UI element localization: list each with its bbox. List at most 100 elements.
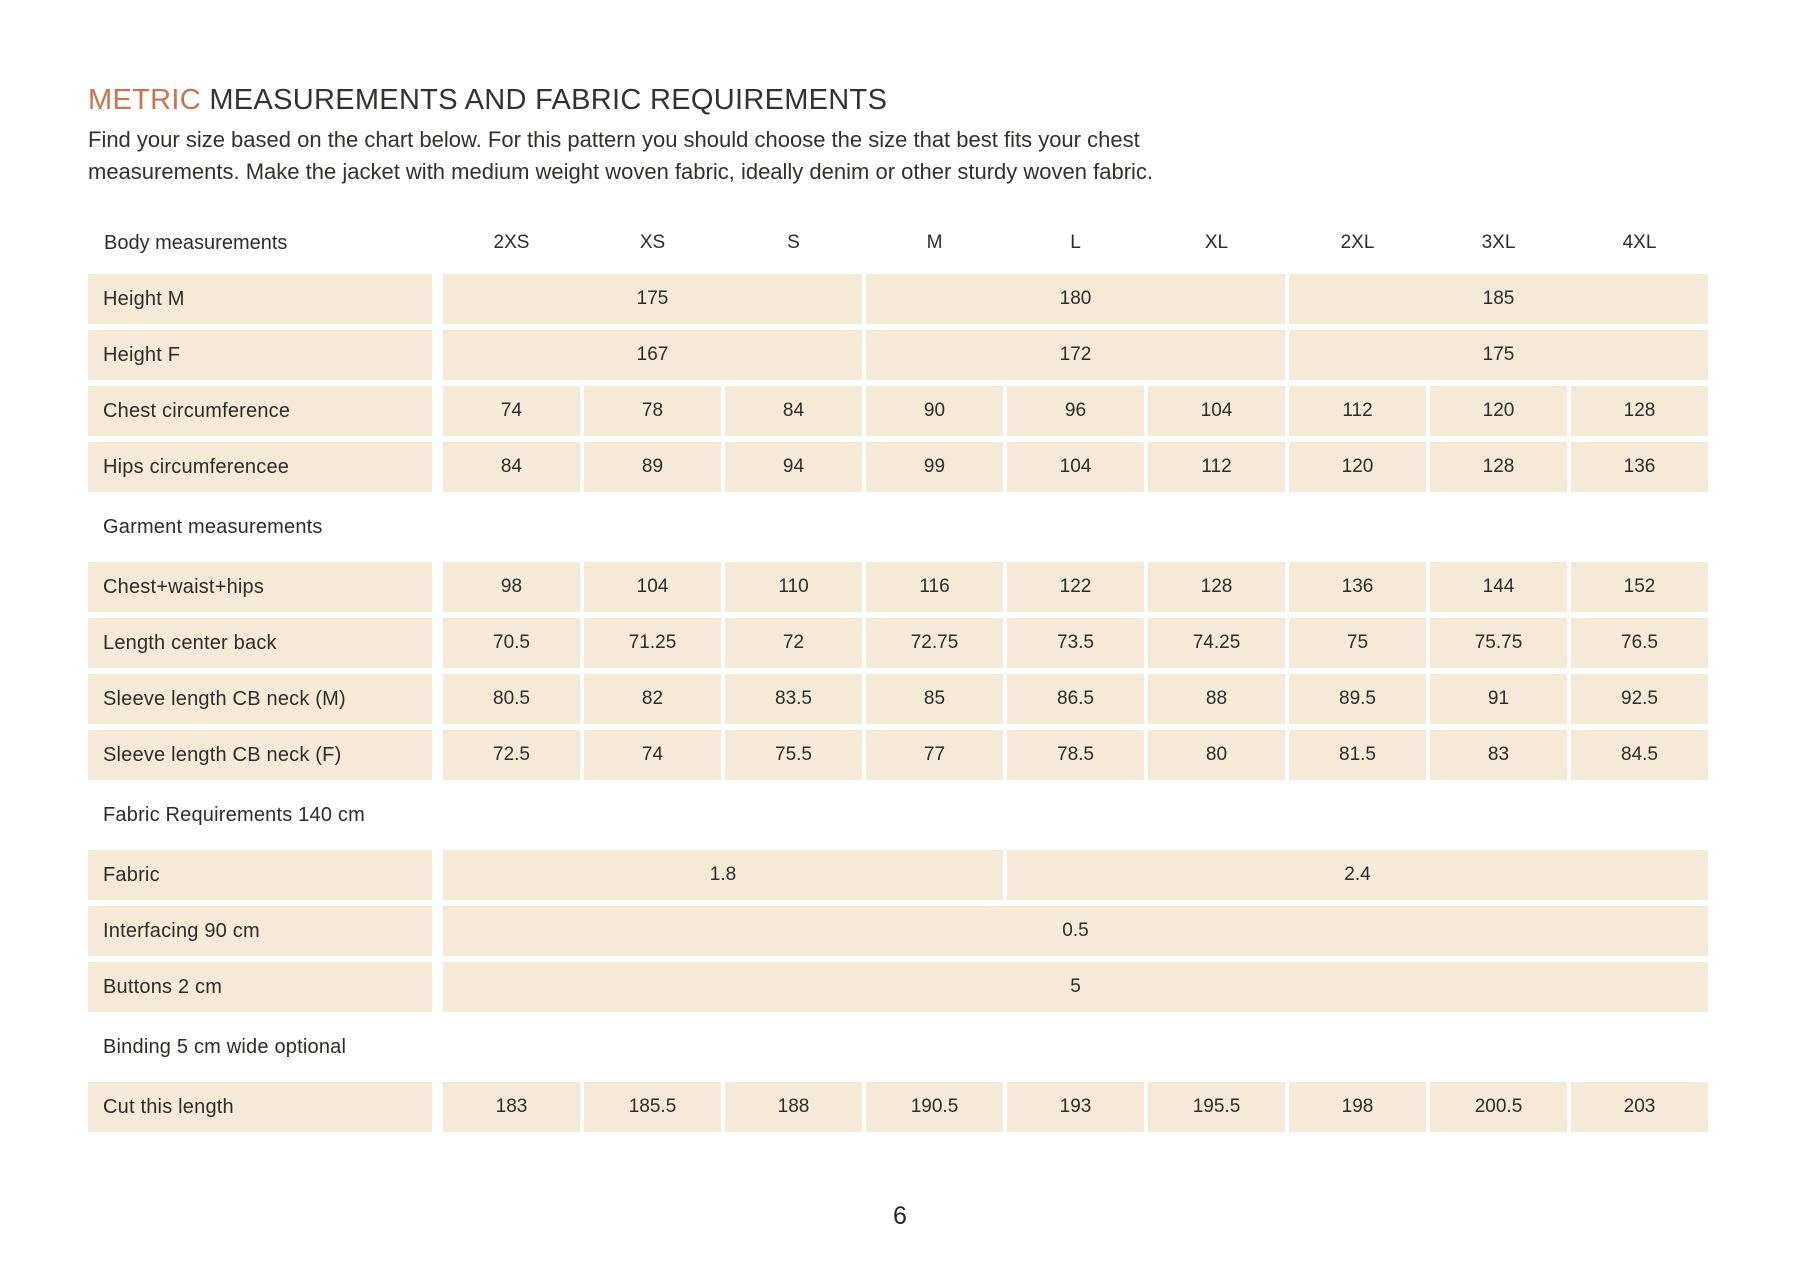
- value-cell: 85: [866, 674, 1003, 724]
- value-cell: 90: [866, 386, 1003, 436]
- size-column-header: M: [926, 232, 943, 253]
- page-content: METRIC MEASUREMENTS AND FABRIC REQUIREME…: [88, 85, 1710, 1132]
- size-column-header: L: [1070, 232, 1081, 253]
- value-cell: 75.75: [1430, 618, 1567, 668]
- page-title-rest: MEASUREMENTS AND FABRIC REQUIREMENTS: [200, 84, 888, 116]
- value-cell: 83: [1430, 730, 1567, 780]
- value-cell: 185.5: [584, 1082, 721, 1132]
- table-row: Height M 175 180 185: [88, 274, 1710, 324]
- value-cell: 183: [443, 1082, 580, 1132]
- value-cell: 190.5: [866, 1082, 1003, 1132]
- value-cell: 96: [1007, 386, 1144, 436]
- value-cell: 89.5: [1289, 674, 1426, 724]
- value-cell: 203: [1571, 1082, 1708, 1132]
- value-cell: 75.5: [725, 730, 862, 780]
- row-label: Fabric: [88, 850, 432, 900]
- value-cell: 88: [1148, 674, 1285, 724]
- size-column-header: 2XS: [493, 232, 530, 253]
- size-column-header: XS: [639, 232, 666, 253]
- value-cell: 144: [1430, 562, 1567, 612]
- table-row: Length center back 70.5 71.25 72 72.75 73.5 74…: [88, 618, 1710, 668]
- row-label: Buttons 2 cm: [88, 962, 432, 1012]
- page-number: 6: [893, 1202, 907, 1230]
- value-cell: 175: [1289, 330, 1708, 380]
- value-cell: 200.5: [1430, 1082, 1567, 1132]
- size-column-header: XL: [1204, 232, 1229, 253]
- table-row: Fabric 1.8 2.4: [88, 850, 1710, 900]
- value-cell: 172: [866, 330, 1285, 380]
- value-cell: 198: [1289, 1082, 1426, 1132]
- page-title-accent: METRIC: [88, 84, 201, 116]
- table-row: Sleeve length CB neck (F) 72.5 74 75.5 77 78.…: [88, 730, 1710, 780]
- value-cell: 72.5: [443, 730, 580, 780]
- row-label: Chest circumference: [88, 386, 432, 436]
- table-row: Chest circumference 74 78 84 90 96 104 112 120 12…: [88, 386, 1710, 436]
- row-label: Height F: [88, 330, 432, 380]
- value-cell: 128: [1571, 386, 1708, 436]
- value-cell: 84: [725, 386, 862, 436]
- value-cell: 84.5: [1571, 730, 1708, 780]
- value-cell: 76.5: [1571, 618, 1708, 668]
- size-column-header: 2XL: [1340, 232, 1375, 253]
- intro-paragraph: Find your size based on the chart below.…: [88, 124, 1710, 188]
- value-cell: 84: [443, 442, 580, 492]
- value-cell: 72.75: [866, 618, 1003, 668]
- table-row: Sleeve length CB neck (M) 80.5 82 83.5 85 86.…: [88, 674, 1710, 724]
- value-cell: 195.5: [1148, 1082, 1285, 1132]
- value-cell: 78.5: [1007, 730, 1144, 780]
- value-cell: 193: [1007, 1082, 1144, 1132]
- row-label: Length center back: [88, 618, 432, 668]
- value-cell: 122: [1007, 562, 1144, 612]
- value-cell: 136: [1571, 442, 1708, 492]
- size-table-header-row: Body measurements 2XS XS S M L XL 2XL 3XL 4XL: [88, 228, 1710, 258]
- value-cell: 128: [1148, 562, 1285, 612]
- value-cell: 74: [584, 730, 721, 780]
- value-cell: 120: [1430, 386, 1567, 436]
- size-table-body: Body measurements 2XS XS S M L XL 2XL 3XL 4XL He…: [88, 228, 1710, 1132]
- value-cell: 83.5: [725, 674, 862, 724]
- value-cell: 104: [1007, 442, 1144, 492]
- size-column-header: S: [787, 232, 800, 253]
- value-cell: 80: [1148, 730, 1285, 780]
- value-cell: 104: [1148, 386, 1285, 436]
- value-cell: 74: [443, 386, 580, 436]
- value-cell: 5: [443, 962, 1708, 1012]
- size-column-header: 3XL: [1481, 232, 1516, 253]
- size-column-header: 4XL: [1622, 232, 1657, 253]
- row-label: Chest+waist+hips: [88, 562, 432, 612]
- value-cell: 78: [584, 386, 721, 436]
- table-row: Height F 167 172 175: [88, 330, 1710, 380]
- value-cell: 98: [443, 562, 580, 612]
- table-row: Cut this length 183 185.5 188 190.5 193 195.5 1…: [88, 1082, 1710, 1132]
- value-cell: 167: [443, 330, 862, 380]
- row-label: Sleeve length CB neck (M): [88, 674, 432, 724]
- value-cell: 99: [866, 442, 1003, 492]
- value-cell: 185: [1289, 274, 1708, 324]
- value-cell: 70.5: [443, 618, 580, 668]
- value-cell: 188: [725, 1082, 862, 1132]
- table-row: Interfacing 90 cm 0.5: [88, 906, 1710, 956]
- row-label: Sleeve length CB neck (F): [88, 730, 432, 780]
- row-label: Interfacing 90 cm: [88, 906, 432, 956]
- value-cell: 73.5: [1007, 618, 1144, 668]
- intro-line: Find your size based on the chart below.…: [88, 127, 1140, 152]
- value-cell: 104: [584, 562, 721, 612]
- row-label: Hips circumferencee: [88, 442, 432, 492]
- section-title: Fabric Requirements 140 cm: [103, 803, 365, 826]
- value-cell: 180: [866, 274, 1285, 324]
- value-cell: 0.5: [443, 906, 1708, 956]
- value-cell: 110: [725, 562, 862, 612]
- value-cell: 92.5: [1571, 674, 1708, 724]
- value-cell: 136: [1289, 562, 1426, 612]
- value-cell: 75: [1289, 618, 1426, 668]
- value-cell: 120: [1289, 442, 1426, 492]
- section-title: Binding 5 cm wide optional: [103, 1035, 347, 1058]
- value-cell: 94: [725, 442, 862, 492]
- row-label: Cut this length: [88, 1082, 432, 1132]
- section-title: Garment measurements: [103, 515, 323, 538]
- value-cell: 72: [725, 618, 862, 668]
- table-header-label: Body measurements: [104, 231, 288, 254]
- row-label: Height M: [88, 274, 432, 324]
- value-cell: 175: [443, 274, 862, 324]
- value-cell: 112: [1148, 442, 1285, 492]
